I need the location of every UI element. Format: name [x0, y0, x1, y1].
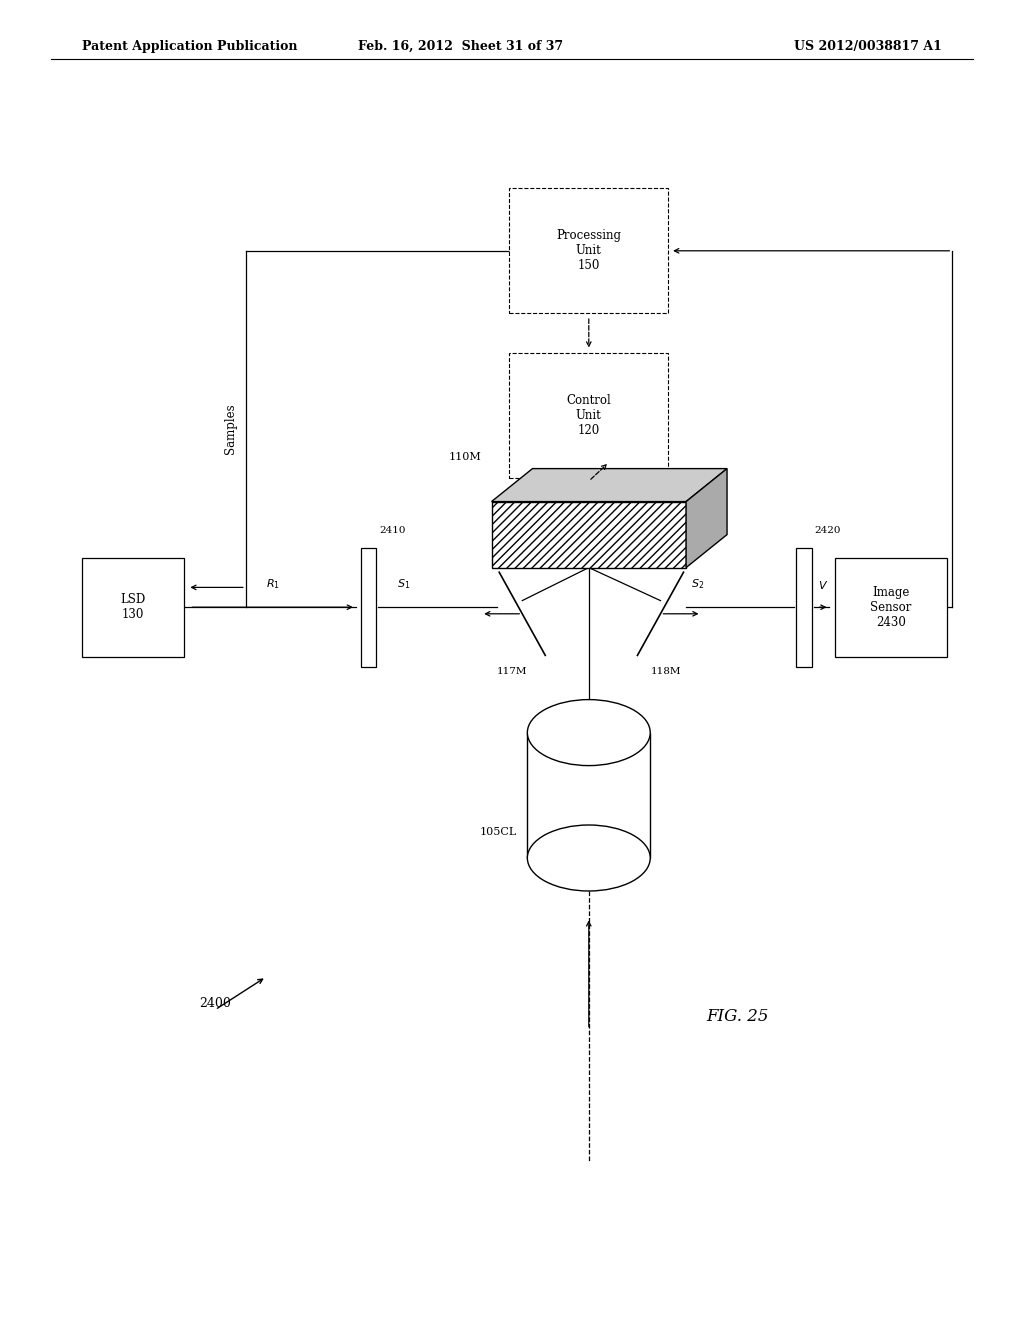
Polygon shape — [797, 548, 811, 667]
Text: Samples: Samples — [224, 404, 237, 454]
Text: $V$: $V$ — [818, 579, 828, 591]
Text: FIG. 25: FIG. 25 — [706, 1008, 769, 1024]
FancyBboxPatch shape — [509, 187, 668, 313]
FancyBboxPatch shape — [835, 557, 947, 656]
Text: 2400: 2400 — [199, 997, 231, 1010]
Text: 2420: 2420 — [814, 525, 841, 535]
Polygon shape — [686, 469, 727, 568]
Text: US 2012/0038817 A1: US 2012/0038817 A1 — [795, 40, 942, 53]
Text: Image
Sensor
2430: Image Sensor 2430 — [870, 586, 911, 628]
Polygon shape — [492, 469, 727, 502]
Text: LSD
130: LSD 130 — [121, 593, 145, 622]
Polygon shape — [492, 502, 686, 568]
Ellipse shape — [527, 700, 650, 766]
Text: Control
Unit
120: Control Unit 120 — [566, 395, 611, 437]
Text: 117M: 117M — [497, 667, 527, 676]
Text: 2410: 2410 — [379, 525, 406, 535]
Text: Patent Application Publication: Patent Application Publication — [82, 40, 297, 53]
FancyBboxPatch shape — [509, 352, 668, 478]
Text: $S_2$: $S_2$ — [691, 578, 705, 591]
Text: $R_1$: $R_1$ — [265, 578, 280, 591]
Polygon shape — [360, 548, 377, 667]
Text: $S_1$: $S_1$ — [397, 578, 410, 591]
Text: 105CL: 105CL — [480, 826, 517, 837]
Text: Feb. 16, 2012  Sheet 31 of 37: Feb. 16, 2012 Sheet 31 of 37 — [358, 40, 563, 53]
Text: Processing
Unit
150: Processing Unit 150 — [556, 230, 622, 272]
FancyBboxPatch shape — [82, 557, 184, 656]
Polygon shape — [527, 733, 650, 858]
Text: 110M: 110M — [449, 451, 481, 462]
Ellipse shape — [527, 825, 650, 891]
Text: 118M: 118M — [650, 667, 681, 676]
